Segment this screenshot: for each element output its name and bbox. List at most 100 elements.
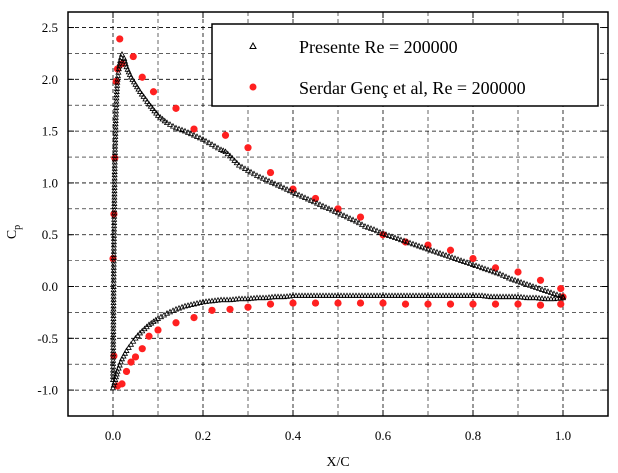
presente-data-point xyxy=(454,256,462,262)
presente-data-point xyxy=(116,60,123,66)
presente-data-point xyxy=(111,193,118,200)
presente-data-point xyxy=(265,177,273,184)
presente-data-point xyxy=(298,292,306,299)
presente-data-point xyxy=(115,68,122,75)
presente-data-point xyxy=(343,292,351,299)
presente-data-point xyxy=(140,93,147,99)
presente-data-point xyxy=(157,113,164,120)
presente-data-point xyxy=(448,292,456,299)
presente-data-point xyxy=(355,292,363,299)
serdar-data-point xyxy=(127,358,135,366)
presente-data-point xyxy=(112,107,120,114)
presente-data-point xyxy=(166,121,174,127)
data-layer xyxy=(109,35,567,391)
presente-data-point xyxy=(337,210,345,217)
presente-data-point xyxy=(415,292,423,299)
presente-data-point xyxy=(391,234,399,241)
presente-data-point xyxy=(110,357,117,363)
presente-data-point xyxy=(331,292,339,299)
presente-data-point xyxy=(112,110,119,117)
presente-data-point xyxy=(397,236,405,243)
presente-data-point xyxy=(110,254,117,261)
presente-data-point xyxy=(511,293,519,300)
presente-data-point xyxy=(259,294,267,301)
axis-ticks xyxy=(68,12,608,416)
presente-data-point xyxy=(436,292,444,299)
presente-data-point xyxy=(112,133,119,139)
y-tick-label: 1.0 xyxy=(42,175,58,190)
serdar-data-point xyxy=(226,305,234,313)
presente-data-point xyxy=(111,379,118,385)
presente-data-point xyxy=(271,293,279,300)
serdar-data-point xyxy=(536,276,545,284)
presente-data-point xyxy=(112,130,119,136)
presente-data-point xyxy=(394,292,402,299)
x-tick-label: 1.0 xyxy=(555,428,571,443)
serdar-data-point xyxy=(145,332,153,340)
presente-data-point xyxy=(397,292,405,299)
serdar-data-point xyxy=(172,319,180,327)
presente-data-point xyxy=(125,344,132,350)
presente-data-point xyxy=(337,292,345,299)
presente-data-point xyxy=(241,295,249,302)
presente-data-point xyxy=(292,292,300,299)
presente-data-point xyxy=(478,264,486,271)
presente-data-point xyxy=(113,370,120,377)
presente-data-point xyxy=(433,292,441,299)
presente-data-point xyxy=(110,267,117,273)
presente-data-point xyxy=(111,209,118,216)
presente-data-point xyxy=(111,158,118,165)
presente-data-point xyxy=(196,134,204,141)
presente-data-point xyxy=(110,318,117,325)
presente-data-point xyxy=(430,247,438,254)
presente-data-point xyxy=(113,91,120,98)
presente-data-point xyxy=(346,215,354,221)
presente-data-point xyxy=(110,257,117,264)
presente-data-point xyxy=(153,109,160,116)
presente-data-point xyxy=(110,296,117,302)
serdar-data-point xyxy=(557,284,565,293)
presente-data-point xyxy=(115,364,122,371)
presente-data-point xyxy=(367,225,375,231)
presente-data-point xyxy=(454,292,462,299)
serdar-data-point xyxy=(491,264,500,272)
presente-data-point xyxy=(127,341,135,347)
serdar-data-point xyxy=(379,299,387,307)
presente-data-point xyxy=(110,347,117,354)
presente-data-point xyxy=(475,263,483,270)
presente-data-point xyxy=(110,363,117,370)
legend-box xyxy=(211,23,599,107)
presente-data-point xyxy=(556,292,564,299)
presente-data-point xyxy=(150,318,157,324)
presente-data-point xyxy=(505,274,513,281)
presente-data-point xyxy=(111,187,118,194)
presente-data-point xyxy=(111,190,118,197)
presente-data-point xyxy=(110,270,117,277)
presente-data-point xyxy=(376,292,384,299)
presente-data-point xyxy=(283,186,291,192)
presente-data-point xyxy=(412,292,420,299)
serdar-data-point xyxy=(401,300,410,308)
presente-data-point xyxy=(325,292,333,299)
presente-data-point xyxy=(233,159,240,166)
presente-data-point xyxy=(256,294,264,301)
presente-data-point xyxy=(112,139,119,146)
presente-data-point xyxy=(159,115,166,122)
presente-data-point xyxy=(316,292,324,299)
presente-data-point xyxy=(331,208,339,214)
presente-data-point xyxy=(487,267,495,274)
presente-data-point xyxy=(110,299,117,305)
presente-data-point xyxy=(235,295,243,302)
presente-data-point xyxy=(517,278,525,285)
presente-data-point xyxy=(250,170,258,177)
presente-data-point xyxy=(208,141,216,147)
presente-data-point xyxy=(112,373,120,380)
presente-data-point xyxy=(110,321,117,328)
legend-label-presente: Presente Re = 200000 xyxy=(299,37,458,57)
presente-data-point xyxy=(136,88,144,94)
presente-data-point xyxy=(490,293,498,300)
presente-data-point xyxy=(110,280,117,286)
presente-data-point xyxy=(110,276,117,283)
presente-data-point xyxy=(110,241,117,248)
presente-data-point xyxy=(430,292,438,299)
